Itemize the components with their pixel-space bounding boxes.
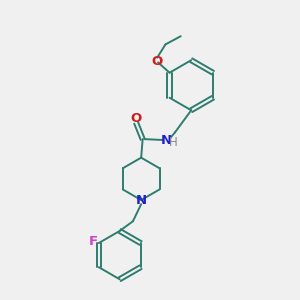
Text: O: O <box>152 55 163 68</box>
Text: H: H <box>169 136 178 149</box>
Text: O: O <box>130 112 142 125</box>
Text: N: N <box>136 194 147 207</box>
Text: N: N <box>161 134 172 147</box>
Text: F: F <box>89 235 98 248</box>
